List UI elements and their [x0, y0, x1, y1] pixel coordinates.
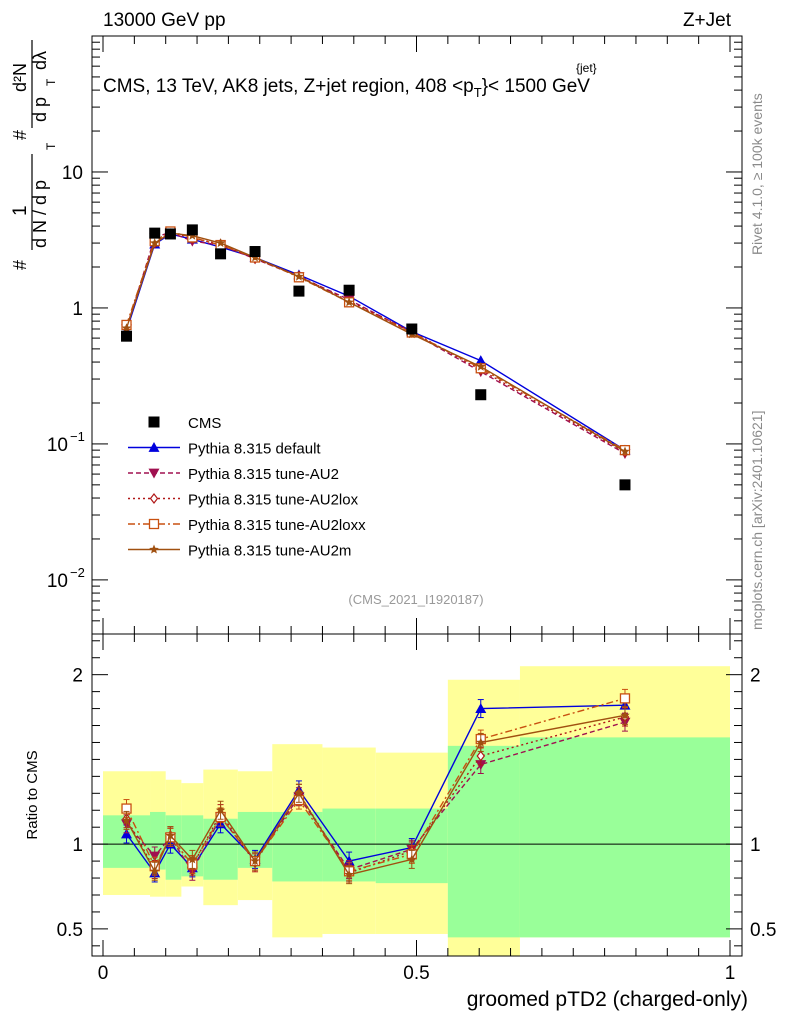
main-series-point — [620, 446, 630, 456]
y-label-bottom-2: d p — [30, 97, 50, 122]
main-series-point — [476, 361, 486, 371]
x-axis-label: groomed pTD2 (charged-only) — [467, 988, 748, 1011]
main-y-tick-exponent: −2 — [70, 565, 85, 580]
cms-data-point — [149, 227, 161, 239]
x-tick-label: 0.5 — [403, 963, 429, 984]
main-series-point — [475, 355, 487, 365]
y-label-hash-1: # — [10, 260, 30, 270]
cms-data-point — [475, 389, 487, 401]
y-label-t-2: T — [44, 78, 58, 86]
title-suffix: }< 1500 GeV — [482, 76, 591, 97]
main-y-tick-label: 10 — [62, 163, 83, 184]
ratio-y-tick-label-left: 2 — [72, 666, 83, 687]
ratio-series-point — [121, 828, 133, 839]
main-series-point — [294, 271, 304, 281]
cms-data-point — [121, 330, 133, 342]
cms-data-point — [186, 224, 198, 236]
ratio-y-tick-label-right: 0.5 — [750, 920, 776, 941]
y-label-hash-2: # — [10, 130, 30, 140]
main-y-tick-label: 10 — [47, 571, 68, 592]
analysis-id-label: (CMS_2021_I1920187) — [348, 592, 483, 607]
legend-marker — [148, 468, 160, 479]
ratio-series-point — [121, 815, 132, 825]
legend-marker — [149, 493, 159, 504]
ratio-series-point — [476, 750, 486, 762]
ratio-y-tick-label-right: 1 — [750, 835, 761, 856]
chart-title: CMS, 13 TeV, AK8 jets, Z+jet region, 408… — [103, 76, 590, 100]
ratio-panel: 0.5 0.5 1 1 2 2 0 0.5 1 Ratio to CMS groomed pTD… — [24, 633, 776, 1011]
ratio-y-tick-label-left: 0.5 — [57, 920, 83, 941]
y-label-bottom: d N / d p — [30, 180, 50, 248]
title-sup: {jet} — [576, 61, 597, 75]
ratio-series-point — [619, 693, 631, 704]
x-tick-label: 1 — [725, 963, 736, 984]
legend-marker — [148, 416, 160, 428]
legend-label: Pythia 8.315 tune-AU2 — [188, 466, 339, 483]
energy-label: 13000 GeV pp — [103, 10, 226, 31]
cms-data-point — [406, 323, 418, 335]
ratio-series-point — [165, 830, 176, 840]
y-label-t-1: T — [44, 142, 58, 150]
legend: CMS Pythia 8.315 default Pythia 8.315 tune… — [128, 415, 366, 560]
legend-marker — [148, 442, 160, 452]
cms-data-point — [293, 285, 305, 297]
ratio-series-point — [294, 788, 304, 798]
rivet-version-label: Rivet 4.1.0, ≥ 100k events — [749, 93, 765, 255]
cms-data-point — [343, 284, 355, 296]
ratio-series — [121, 688, 631, 885]
main-series-point — [150, 238, 160, 248]
x-tick-label: 0 — [98, 963, 109, 984]
legend-marker — [148, 518, 160, 530]
main-y-tick-label: 10 — [47, 435, 68, 456]
ratio-series-point — [215, 805, 226, 815]
ratio-uncertainty-bands — [103, 666, 730, 956]
legend-label: Pythia 8.315 tune-AU2lox — [188, 492, 359, 509]
ratio-series-point — [149, 851, 161, 862]
ratio-series-point — [250, 856, 260, 866]
title-prefix: CMS, 13 TeV, AK8 jets, Z+jet region, 408… — [103, 76, 474, 97]
main-y-tick-exponent: −1 — [70, 429, 85, 444]
legend-label: Pythia 8.315 tune-AU2loxx — [188, 517, 366, 534]
legend-label: Pythia 8.315 tune-AU2m — [188, 543, 351, 560]
y-label-one: 1 — [10, 205, 31, 216]
ratio-band-green — [447, 745, 520, 938]
cms-data-point — [619, 479, 631, 491]
ratio-band-green — [272, 811, 323, 882]
ratio-series-point — [187, 854, 198, 864]
y-label-lambda: dλ — [30, 51, 50, 70]
ratio-y-tick-label-right: 2 — [750, 666, 761, 687]
ratio-band-green — [519, 737, 730, 938]
cms-data-point — [215, 248, 227, 260]
main-series-point — [215, 238, 226, 248]
legend-label: CMS — [188, 415, 221, 432]
process-label: Z+Jet — [683, 10, 732, 31]
ratio-y-axis-label: Ratio to CMS — [24, 750, 41, 839]
y-label-top: d²N — [10, 63, 30, 92]
title-sub: T — [474, 85, 482, 100]
ratio-ticks: 0.5 0.5 1 1 2 2 0 0.5 1 — [57, 634, 776, 984]
legend-marker — [149, 544, 159, 554]
ratio-y-tick-label-left: 1 — [72, 835, 83, 856]
main-y-axis-label: # 1 d N / d p T # d²N d p T dλ — [10, 40, 58, 270]
ratio-series-point — [620, 710, 630, 720]
main-cms-data — [121, 224, 631, 491]
cms-data-point — [164, 228, 176, 240]
main-y-tick-label: 1 — [72, 299, 83, 320]
cms-data-point — [249, 246, 261, 258]
mcplots-source-label: mcplots.cern.ch [arXiv:2401.10621] — [749, 411, 765, 630]
main-series-point — [121, 323, 132, 333]
ratio-series-point — [150, 866, 160, 876]
ratio-series-point — [344, 869, 354, 879]
main-series-point — [344, 297, 354, 307]
ratio-series-point — [476, 737, 486, 747]
legend-label: Pythia 8.315 default — [188, 441, 321, 458]
ratio-series-point — [407, 854, 417, 864]
ratio-series-point — [475, 703, 487, 713]
